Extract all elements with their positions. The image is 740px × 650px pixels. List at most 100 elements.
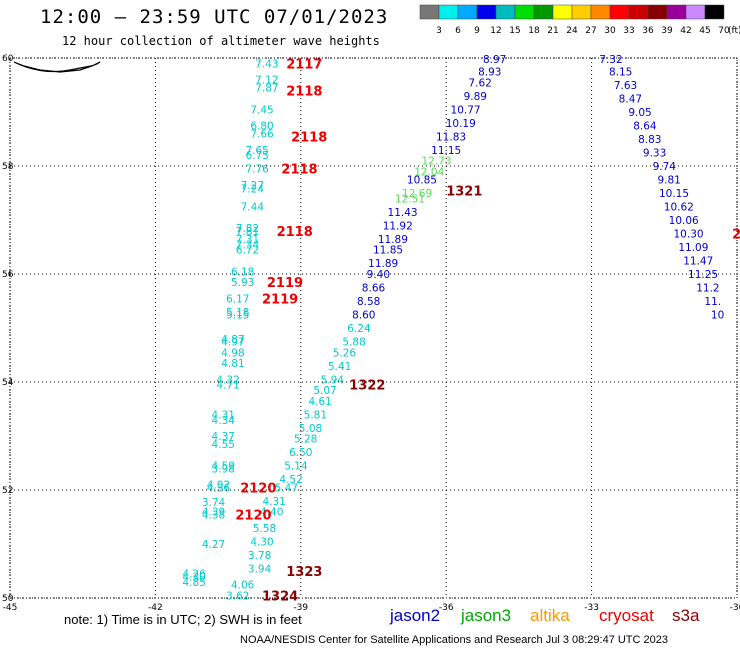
wave-height-value: 7.31: [236, 234, 259, 246]
legend-label: 15: [509, 26, 520, 36]
wave-height-value: 6.75: [245, 150, 268, 162]
legend-label: 42: [680, 26, 691, 36]
wave-height-value: 7.12: [255, 75, 278, 87]
wave-height-value: 9.05: [628, 107, 651, 119]
wave-height-value: 11.43: [388, 207, 418, 219]
sat-altika-label: altika: [530, 606, 570, 625]
pass-label: 1323: [286, 565, 322, 580]
wave-height-value: 9.81: [657, 175, 680, 187]
wave-height-value: 4.98: [221, 347, 244, 359]
wave-height-value: 10.15: [659, 188, 689, 200]
legend-label: 21: [547, 26, 558, 36]
legend-label: 18: [528, 26, 540, 36]
wave-height-value: 10.19: [446, 118, 476, 130]
chart-title: 12:00 – 23:59 UTC 07/01/2023: [40, 6, 389, 28]
wave-height-value: 12.51: [395, 193, 425, 205]
wave-height-value: 4.38: [202, 509, 225, 521]
wave-height-value: 5.41: [328, 361, 351, 373]
wave-height-value: 7.45: [250, 104, 273, 116]
legend-swatch: [704, 4, 725, 20]
wave-height-value: 7.76: [245, 164, 269, 176]
wave-height-value: 7.43: [255, 58, 278, 70]
wave-height-value: 4.37: [212, 431, 235, 443]
wave-height-value: 11.92: [383, 220, 413, 232]
wave-height-value: 8.93: [478, 67, 501, 79]
chart-subtitle: 12 hour collection of altimeter wave hei…: [62, 34, 380, 48]
wave-height-value: 5.15: [226, 310, 249, 322]
footer-credit: NOAA/NESDIS Center for Satellite Applica…: [240, 634, 669, 646]
wave-height-value: 9.40: [367, 269, 390, 281]
wave-height-value: 11.89: [368, 258, 398, 270]
wave-height-value: 10.77: [451, 104, 481, 116]
coastline-shape: [13, 61, 101, 73]
x-tick-label: -30: [730, 603, 740, 613]
wave-height-value: 11.15: [431, 145, 461, 157]
legend-label: 36: [642, 26, 654, 36]
pass-label: 1322: [349, 379, 385, 394]
wave-height-value: 4.31: [262, 496, 285, 508]
wave-height-value: 11.09: [678, 242, 708, 254]
wave-height-value: 9.89: [464, 91, 487, 103]
wave-height-value: 6.72: [236, 245, 259, 257]
wave-height-value: 6.17: [226, 293, 249, 305]
wave-height-value: 5.81: [304, 409, 327, 421]
wave-height-value: 10.85: [407, 175, 437, 187]
wave-height-value: 10.62: [664, 202, 694, 214]
pass-label: 1321: [446, 184, 482, 199]
wave-height-value: 8.15: [609, 67, 632, 79]
wave-height-value: 8.64: [633, 121, 657, 133]
pass-label: 2118: [277, 225, 313, 240]
wave-height-value: 7.81: [236, 226, 259, 238]
wave-height-value: 7.66: [250, 129, 274, 141]
wave-height-value: 4.87: [221, 334, 244, 346]
x-tick-label: -39: [293, 603, 308, 613]
wave-height-value: 8.58: [357, 296, 380, 308]
wave-height-value: 4.55: [212, 439, 235, 451]
wave-height-value: 6.50: [289, 447, 312, 459]
legend-label: 33: [623, 26, 634, 36]
wave-height-value: 8.97: [483, 54, 506, 66]
wave-height-value: 4.81: [221, 358, 244, 370]
wave-height-value: 5.58: [253, 523, 276, 535]
legend-label: 39: [661, 26, 673, 36]
wave-height-value: 3.78: [248, 550, 271, 562]
sat-s3a-label: s3a: [672, 606, 700, 625]
wave-height-value: 4.40: [260, 507, 283, 519]
wave-height-value: 10: [711, 310, 724, 322]
sat-jason3-label: jason3: [461, 606, 512, 625]
wave-height-value: 4.02: [207, 480, 230, 492]
y-tick-label: 52: [2, 486, 13, 496]
pass-label: 2119: [262, 292, 298, 307]
pass-label: 2120: [235, 508, 271, 523]
footer-note: note: 1) Time is in UTC; 2) SWH is in fe…: [64, 612, 302, 627]
legend-label: 9: [474, 26, 480, 36]
pass-label: 2120: [240, 481, 276, 496]
y-tick-label: 54: [2, 378, 14, 388]
wave-height-value: 5.47: [275, 482, 298, 494]
pass-label: 2118: [286, 84, 322, 99]
wave-height-value: 7.24: [241, 184, 265, 196]
wave-height-value: 5.26: [333, 347, 357, 359]
wave-height-value: 5.08: [299, 423, 322, 435]
wave-height-value: 4.61: [308, 396, 331, 408]
wave-height-value: 7.62: [468, 77, 491, 89]
wave-height-value: 5.88: [342, 337, 365, 349]
wave-height-value: 8.60: [352, 310, 375, 322]
wave-height-value: 4.32: [216, 374, 239, 386]
wave-height-value: 11.89: [378, 234, 408, 246]
wave-height-value: 6.18: [231, 266, 254, 278]
legend-label: 3: [436, 26, 442, 36]
wave-height-value: 7.44: [241, 202, 265, 214]
legend-label: 70: [718, 26, 730, 36]
y-tick-label: 60: [2, 54, 14, 64]
wave-height-value: 3.62: [226, 590, 249, 602]
sat-cryosat-label: cryosat: [599, 606, 654, 625]
wave-height-value: 7.27: [241, 180, 264, 192]
x-tick-label: -33: [584, 603, 599, 613]
plot-frame: [9, 57, 738, 599]
x-tick-label: -45: [3, 603, 18, 613]
wave-height-value: 4.27: [202, 539, 225, 551]
wave-height-value: 7.82: [236, 223, 259, 235]
wave-height-value: 5.14: [284, 461, 308, 473]
wave-height-value: 3.94: [248, 563, 272, 575]
